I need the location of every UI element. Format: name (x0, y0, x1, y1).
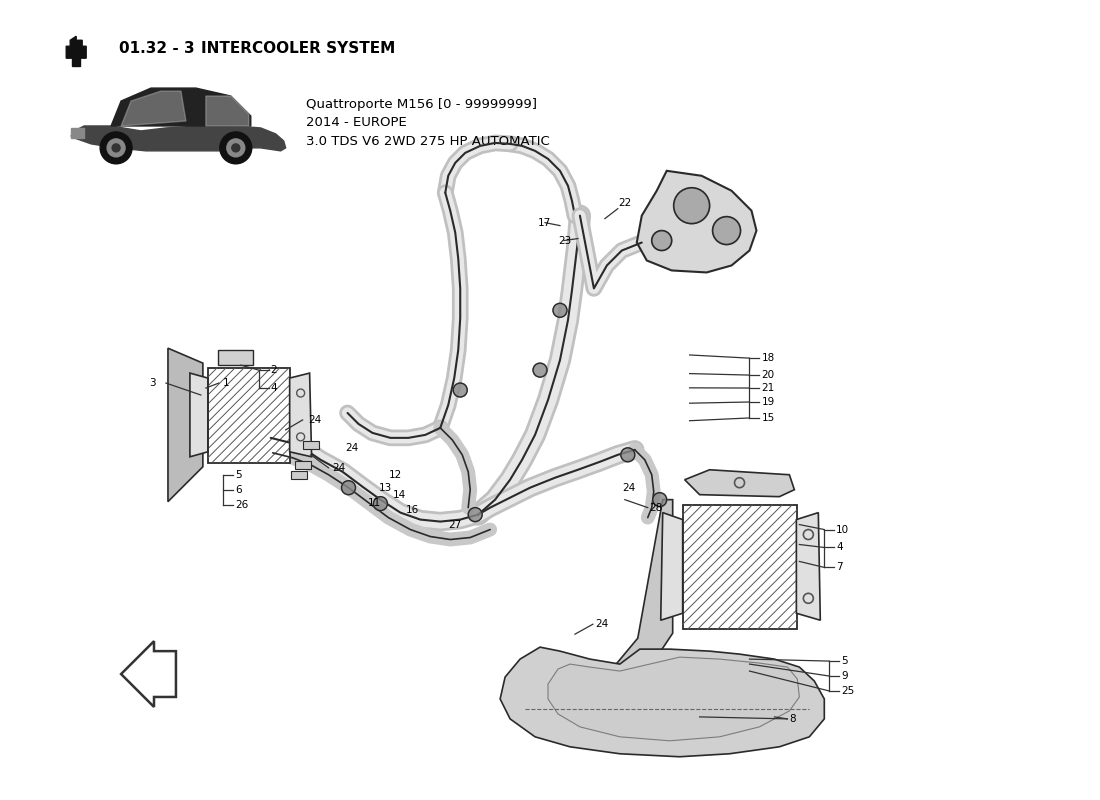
Polygon shape (637, 170, 757, 273)
Circle shape (341, 481, 355, 494)
Bar (218, 350, 253, 365)
Text: 3: 3 (148, 378, 155, 388)
Text: 17: 17 (538, 218, 551, 228)
Text: 6: 6 (234, 485, 241, 494)
Text: Quattroporte M156 [0 - 99999999]: Quattroporte M156 [0 - 99999999] (306, 98, 537, 110)
Circle shape (373, 497, 387, 510)
Text: 21: 21 (761, 383, 774, 393)
Text: 15: 15 (761, 413, 774, 423)
Polygon shape (168, 348, 202, 502)
Bar (66, 86, 290, 156)
Polygon shape (73, 58, 80, 66)
Polygon shape (206, 96, 249, 126)
Text: 4: 4 (271, 383, 277, 393)
Circle shape (534, 363, 547, 377)
Polygon shape (613, 500, 673, 693)
Text: 5: 5 (842, 656, 848, 666)
Polygon shape (661, 513, 683, 620)
Text: 13: 13 (378, 482, 392, 493)
Polygon shape (66, 36, 86, 58)
Text: 01.32 - 3: 01.32 - 3 (119, 41, 195, 56)
Circle shape (107, 139, 125, 157)
Circle shape (453, 383, 468, 397)
Polygon shape (796, 513, 821, 620)
Polygon shape (121, 641, 176, 707)
Text: 23: 23 (558, 235, 571, 246)
Bar (302, 441, 319, 449)
Text: INTERCOOLER SYSTEM: INTERCOOLER SYSTEM (201, 41, 395, 56)
Text: 22: 22 (618, 198, 631, 208)
Text: 25: 25 (842, 686, 855, 696)
Circle shape (652, 493, 667, 506)
Text: 9: 9 (842, 671, 848, 681)
Circle shape (553, 303, 566, 318)
Text: 10: 10 (836, 525, 849, 534)
Circle shape (100, 132, 132, 164)
Text: 11: 11 (367, 498, 381, 508)
Text: 26: 26 (234, 500, 248, 510)
Text: 2014 - EUROPE: 2014 - EUROPE (306, 117, 406, 130)
Bar (290, 470, 307, 478)
Polygon shape (121, 91, 186, 126)
Polygon shape (72, 128, 85, 138)
Polygon shape (289, 373, 311, 457)
Text: 5: 5 (234, 470, 241, 480)
Text: 24: 24 (309, 415, 322, 425)
Text: 14: 14 (393, 490, 406, 500)
Text: 2: 2 (271, 365, 277, 375)
Polygon shape (72, 126, 286, 151)
Polygon shape (111, 88, 251, 126)
Text: 16: 16 (406, 505, 419, 514)
Circle shape (220, 132, 252, 164)
Polygon shape (500, 647, 824, 757)
Circle shape (713, 217, 740, 245)
Text: 4: 4 (836, 542, 843, 553)
Circle shape (112, 144, 120, 152)
Text: 24: 24 (332, 462, 345, 473)
Bar (295, 461, 310, 469)
Polygon shape (684, 470, 794, 497)
Circle shape (620, 448, 635, 462)
Circle shape (232, 144, 240, 152)
Text: 1: 1 (223, 378, 230, 388)
Polygon shape (190, 373, 208, 457)
Polygon shape (548, 657, 800, 741)
Text: 24: 24 (595, 619, 608, 630)
Bar (208, 368, 289, 462)
Text: 24: 24 (621, 482, 635, 493)
Text: 27: 27 (449, 519, 462, 530)
Circle shape (469, 508, 482, 522)
Circle shape (673, 188, 710, 224)
Circle shape (227, 139, 245, 157)
Text: 8: 8 (790, 714, 796, 724)
Text: 18: 18 (761, 353, 774, 363)
Text: 12: 12 (388, 470, 401, 480)
Circle shape (651, 230, 672, 250)
Text: 28: 28 (650, 502, 663, 513)
Bar (683, 505, 798, 630)
Text: 3.0 TDS V6 2WD 275 HP AUTOMATIC: 3.0 TDS V6 2WD 275 HP AUTOMATIC (306, 135, 549, 148)
Text: 24: 24 (345, 443, 359, 453)
Text: 19: 19 (761, 397, 774, 407)
Text: 7: 7 (836, 562, 843, 573)
Text: 20: 20 (761, 370, 774, 380)
